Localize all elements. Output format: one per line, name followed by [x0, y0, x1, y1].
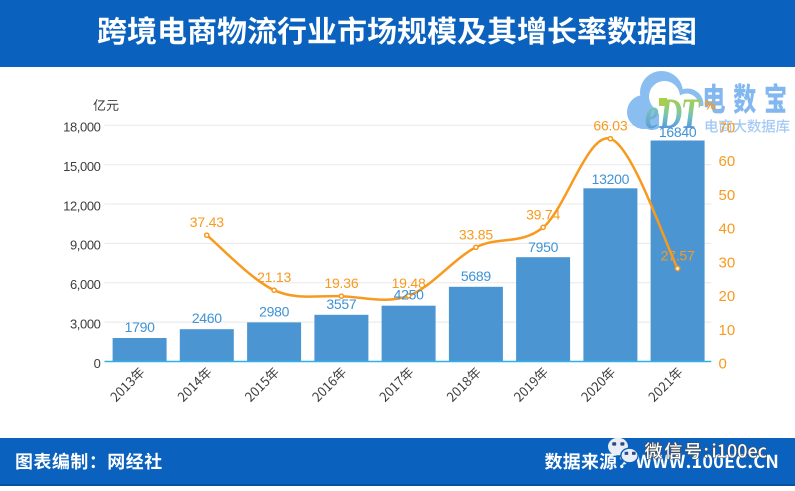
- svg-text:9,000: 9,000: [70, 238, 101, 253]
- svg-text:0: 0: [94, 356, 101, 371]
- svg-text:10: 10: [719, 322, 736, 339]
- svg-text:13200: 13200: [592, 171, 630, 187]
- svg-text:70: 70: [719, 119, 736, 136]
- svg-text:%: %: [705, 99, 716, 113]
- svg-text:39.74: 39.74: [526, 206, 560, 222]
- svg-text:40: 40: [719, 221, 736, 238]
- svg-text:2460: 2460: [192, 310, 222, 326]
- svg-text:27.57: 27.57: [661, 248, 695, 264]
- svg-text:7950: 7950: [528, 239, 558, 255]
- svg-text:2980: 2980: [259, 303, 289, 319]
- svg-text:0: 0: [719, 356, 727, 373]
- svg-text:66.03: 66.03: [593, 118, 627, 134]
- svg-text:33.85: 33.85: [459, 226, 493, 242]
- svg-text:3557: 3557: [326, 296, 356, 312]
- svg-text:19.48: 19.48: [392, 275, 426, 291]
- svg-text:3,000: 3,000: [70, 316, 101, 331]
- svg-text:37.43: 37.43: [190, 214, 224, 230]
- svg-text:12,000: 12,000: [63, 198, 101, 213]
- svg-text:20: 20: [719, 288, 736, 305]
- svg-text:6,000: 6,000: [70, 277, 101, 292]
- svg-text:30: 30: [719, 254, 736, 271]
- svg-text:16840: 16840: [659, 124, 697, 140]
- svg-text:19.36: 19.36: [324, 275, 358, 291]
- svg-text:1790: 1790: [125, 319, 155, 335]
- svg-text:e: e: [645, 90, 659, 138]
- svg-text:15,000: 15,000: [63, 159, 101, 174]
- svg-text:5689: 5689: [461, 268, 491, 284]
- svg-text:50: 50: [719, 187, 736, 204]
- svg-text:4250: 4250: [394, 287, 424, 303]
- svg-text:60: 60: [719, 153, 736, 170]
- svg-text:21.13: 21.13: [257, 269, 291, 285]
- svg-text:18,000: 18,000: [63, 120, 101, 135]
